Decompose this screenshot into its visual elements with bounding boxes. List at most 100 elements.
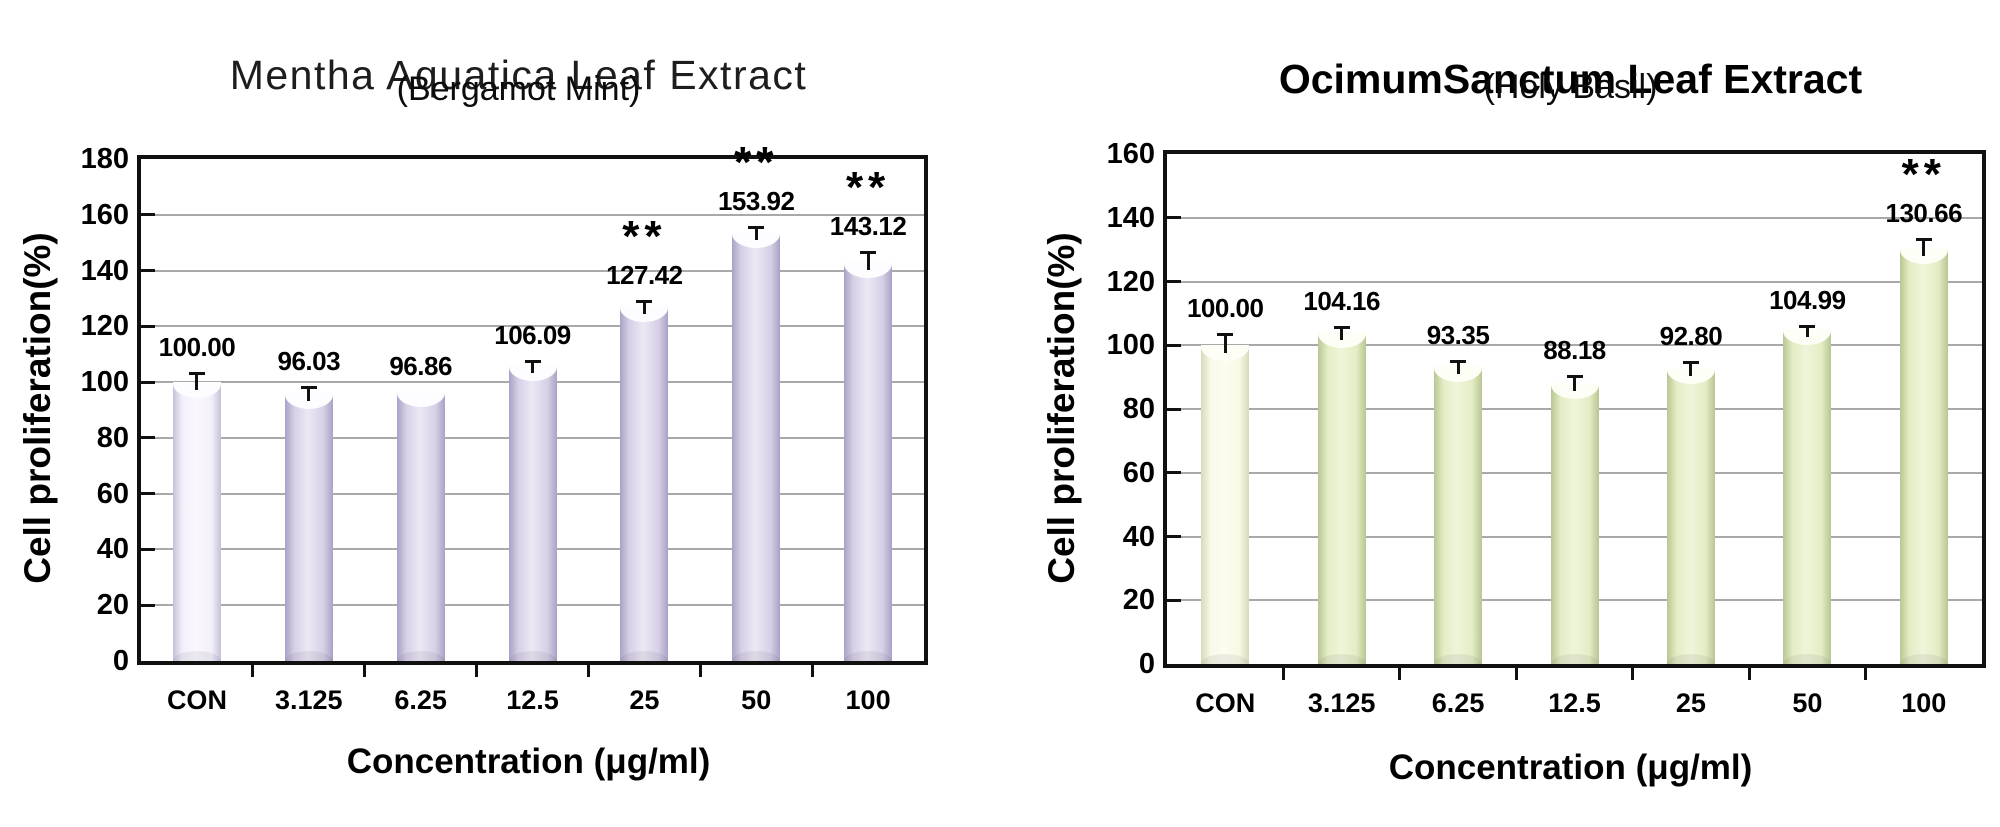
gridline	[1167, 408, 1982, 410]
bar-base-shade	[844, 651, 893, 661]
x-category-label: 3.125	[274, 685, 343, 715]
x-category-label: 50	[741, 685, 772, 715]
x-category-label: CON	[166, 685, 227, 715]
bar-value-label: 92.80	[1659, 320, 1723, 351]
significance-marker: **	[734, 138, 779, 188]
x-category-label: 25	[629, 685, 660, 715]
y-tick-label: 60	[96, 477, 129, 510]
bar-value-label: 104.16	[1303, 285, 1380, 316]
y-axis-title: Cell proliferation(%)	[17, 232, 58, 584]
bar-value-label: 100.00	[158, 332, 236, 363]
error-bar	[1689, 360, 1693, 377]
x-tick-mark	[810, 665, 814, 677]
y-tick-label: 60	[1122, 456, 1155, 489]
bar-con	[172, 382, 221, 661]
bar-base-shade	[1899, 654, 1948, 664]
y-tick-label: 140	[1106, 201, 1155, 234]
bar-value-label: 106.09	[494, 320, 571, 351]
gridline	[141, 604, 924, 607]
y-tick-label: 120	[80, 310, 129, 343]
bar-6.25	[396, 390, 445, 661]
bar-top-highlight	[284, 393, 333, 410]
chart-title: OcimumSanctum Leaf Extract	[1278, 56, 1863, 103]
chart-title: Mentha Aquatica Leaf Extract	[229, 52, 808, 99]
y-tick-mark	[1167, 471, 1181, 475]
error-bar	[1456, 360, 1460, 375]
x-tick-mark	[1864, 668, 1868, 680]
bar-top-highlight	[732, 231, 781, 248]
x-category-label: 12.5	[1548, 688, 1601, 718]
y-axis-title: Cell proliferation(%)	[1041, 232, 1082, 584]
bar-value-label: 96.86	[389, 350, 452, 381]
y-tick-mark	[141, 492, 155, 496]
bar-top-highlight	[396, 390, 445, 407]
bar-base-shade	[396, 651, 445, 661]
error-bar-cap	[860, 250, 877, 254]
error-bar-cap	[1566, 374, 1583, 378]
bar-base-shade	[284, 651, 333, 661]
x-tick-mark	[1398, 668, 1402, 680]
x-axis-title: Concentration (μg/ml)	[1388, 748, 1753, 787]
x-category-label: CON	[1195, 688, 1256, 718]
gridline	[141, 269, 924, 272]
y-tick-mark	[1167, 216, 1181, 220]
y-tick-mark	[1167, 280, 1181, 283]
plot-area: 0 20 40 60 80 100 120 140 160 100.00 CON 104.16 3.12…	[1107, 138, 1986, 718]
bar-base-shade	[1201, 654, 1250, 664]
bar-12.5	[508, 365, 557, 661]
bar-3.125	[284, 393, 333, 661]
bar-value-label: 153.92	[717, 186, 795, 217]
bar-top-highlight	[620, 305, 669, 322]
gridline	[141, 436, 924, 439]
y-tick-mark	[141, 324, 155, 328]
x-tick-mark	[698, 665, 702, 677]
bar-top-highlight	[508, 365, 557, 382]
bar-12.5	[1550, 382, 1599, 664]
bar-100	[844, 261, 893, 661]
error-bar	[866, 250, 870, 270]
error-bar-cap	[1682, 360, 1699, 364]
bar-top-highlight	[1317, 332, 1366, 348]
gridline	[1167, 471, 1982, 474]
error-bar	[307, 386, 311, 402]
x-category-label: 25	[1675, 688, 1706, 718]
y-tick-mark	[141, 269, 155, 273]
plot-area: 0 20 40 60 80 100 120 140 160 180 100.00 CON 96.03 3.…	[81, 138, 928, 715]
y-tick-label: 20	[1122, 584, 1155, 617]
bar-value-label: 143.12	[829, 210, 907, 241]
chart-subtitle: (Bergamot Mint)	[396, 70, 641, 108]
bar-value-label: 104.99	[1769, 284, 1846, 315]
error-bar-cap	[300, 386, 317, 390]
x-tick-mark	[363, 665, 367, 677]
bar-100	[1899, 247, 1948, 664]
y-tick-mark	[1167, 598, 1181, 602]
x-category-label: 3.125	[1307, 688, 1376, 718]
gridline	[1167, 344, 1982, 347]
gridline	[1167, 280, 1982, 283]
y-tick-label: 80	[1122, 393, 1155, 425]
bar-6.25	[1434, 366, 1483, 664]
bar-base-shade	[1317, 654, 1366, 664]
bar-base-shade	[1550, 654, 1599, 664]
x-category-label: 100	[845, 685, 891, 715]
error-bar	[642, 300, 646, 314]
y-tick-label: 140	[80, 254, 129, 287]
bar-value-label: 130.66	[1885, 197, 1963, 228]
x-tick-mark	[1281, 668, 1285, 680]
y-tick-mark	[1167, 535, 1181, 538]
significance-marker: **	[1901, 149, 1946, 199]
gridline	[141, 492, 924, 495]
gridline	[141, 548, 924, 551]
x-category-label: 12.5	[506, 685, 559, 715]
bar-value-label: 88.18	[1543, 334, 1606, 365]
bar-value-label: 93.35	[1426, 320, 1490, 351]
error-bar-cap	[748, 226, 765, 230]
y-tick-mark	[141, 603, 155, 607]
x-axis-title: Concentration (μg/ml)	[346, 742, 711, 781]
x-tick-mark	[251, 665, 255, 677]
error-bar-cap	[1333, 325, 1350, 329]
error-bar-cap	[188, 372, 205, 376]
error-bar-cap	[1450, 360, 1467, 364]
bar-base-shade	[620, 651, 669, 661]
